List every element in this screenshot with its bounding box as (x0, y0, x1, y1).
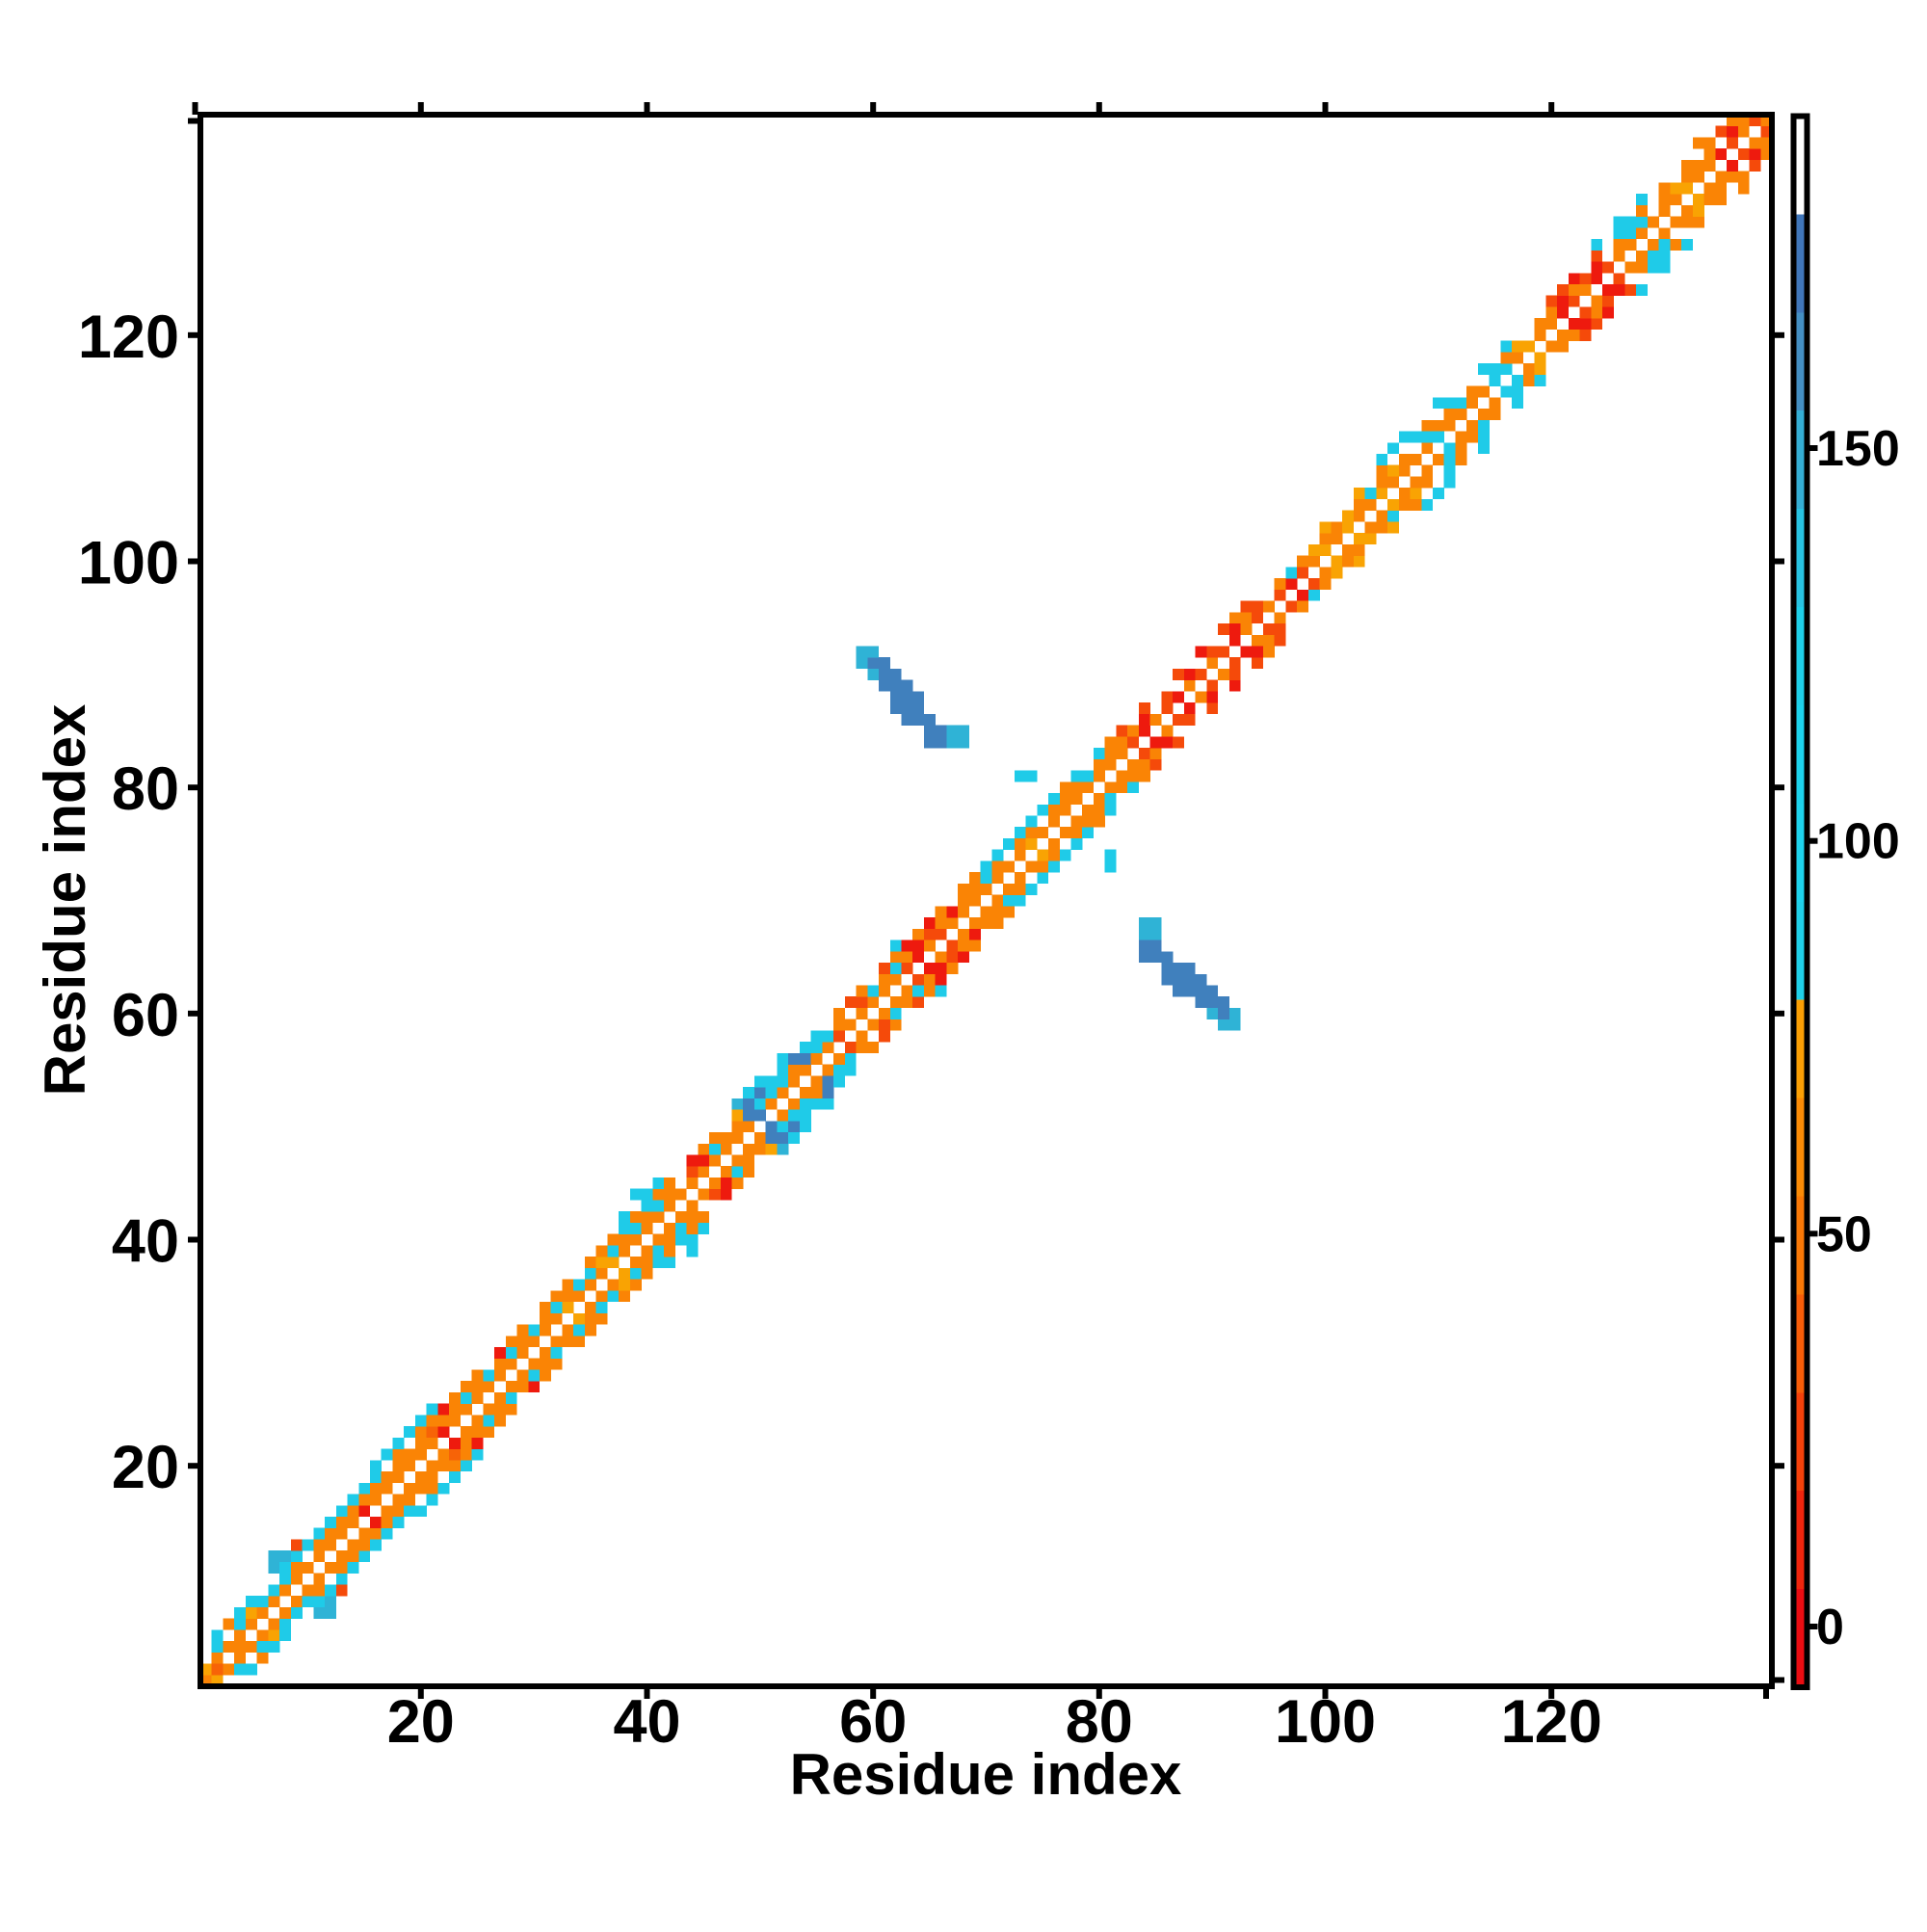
svg-text:Residue index: Residue index (33, 704, 97, 1097)
svg-text:100: 100 (78, 530, 179, 597)
svg-text:50: 50 (1816, 1206, 1872, 1262)
svg-text:20: 20 (387, 1688, 455, 1756)
svg-text:40: 40 (112, 1208, 179, 1276)
svg-text:20: 20 (112, 1434, 179, 1501)
svg-text:100: 100 (1275, 1688, 1376, 1756)
svg-text:100: 100 (1816, 814, 1900, 870)
svg-text:0: 0 (1816, 1600, 1844, 1655)
svg-text:60: 60 (839, 1688, 907, 1756)
svg-text:120: 120 (78, 304, 179, 371)
svg-text:60: 60 (112, 982, 179, 1049)
svg-text:150: 150 (1816, 421, 1900, 477)
svg-text:120: 120 (1501, 1688, 1602, 1756)
svg-text:40: 40 (613, 1688, 680, 1756)
svg-text:80: 80 (112, 755, 179, 823)
svg-text:Residue index: Residue index (790, 1742, 1182, 1807)
svg-text:80: 80 (1066, 1688, 1133, 1756)
